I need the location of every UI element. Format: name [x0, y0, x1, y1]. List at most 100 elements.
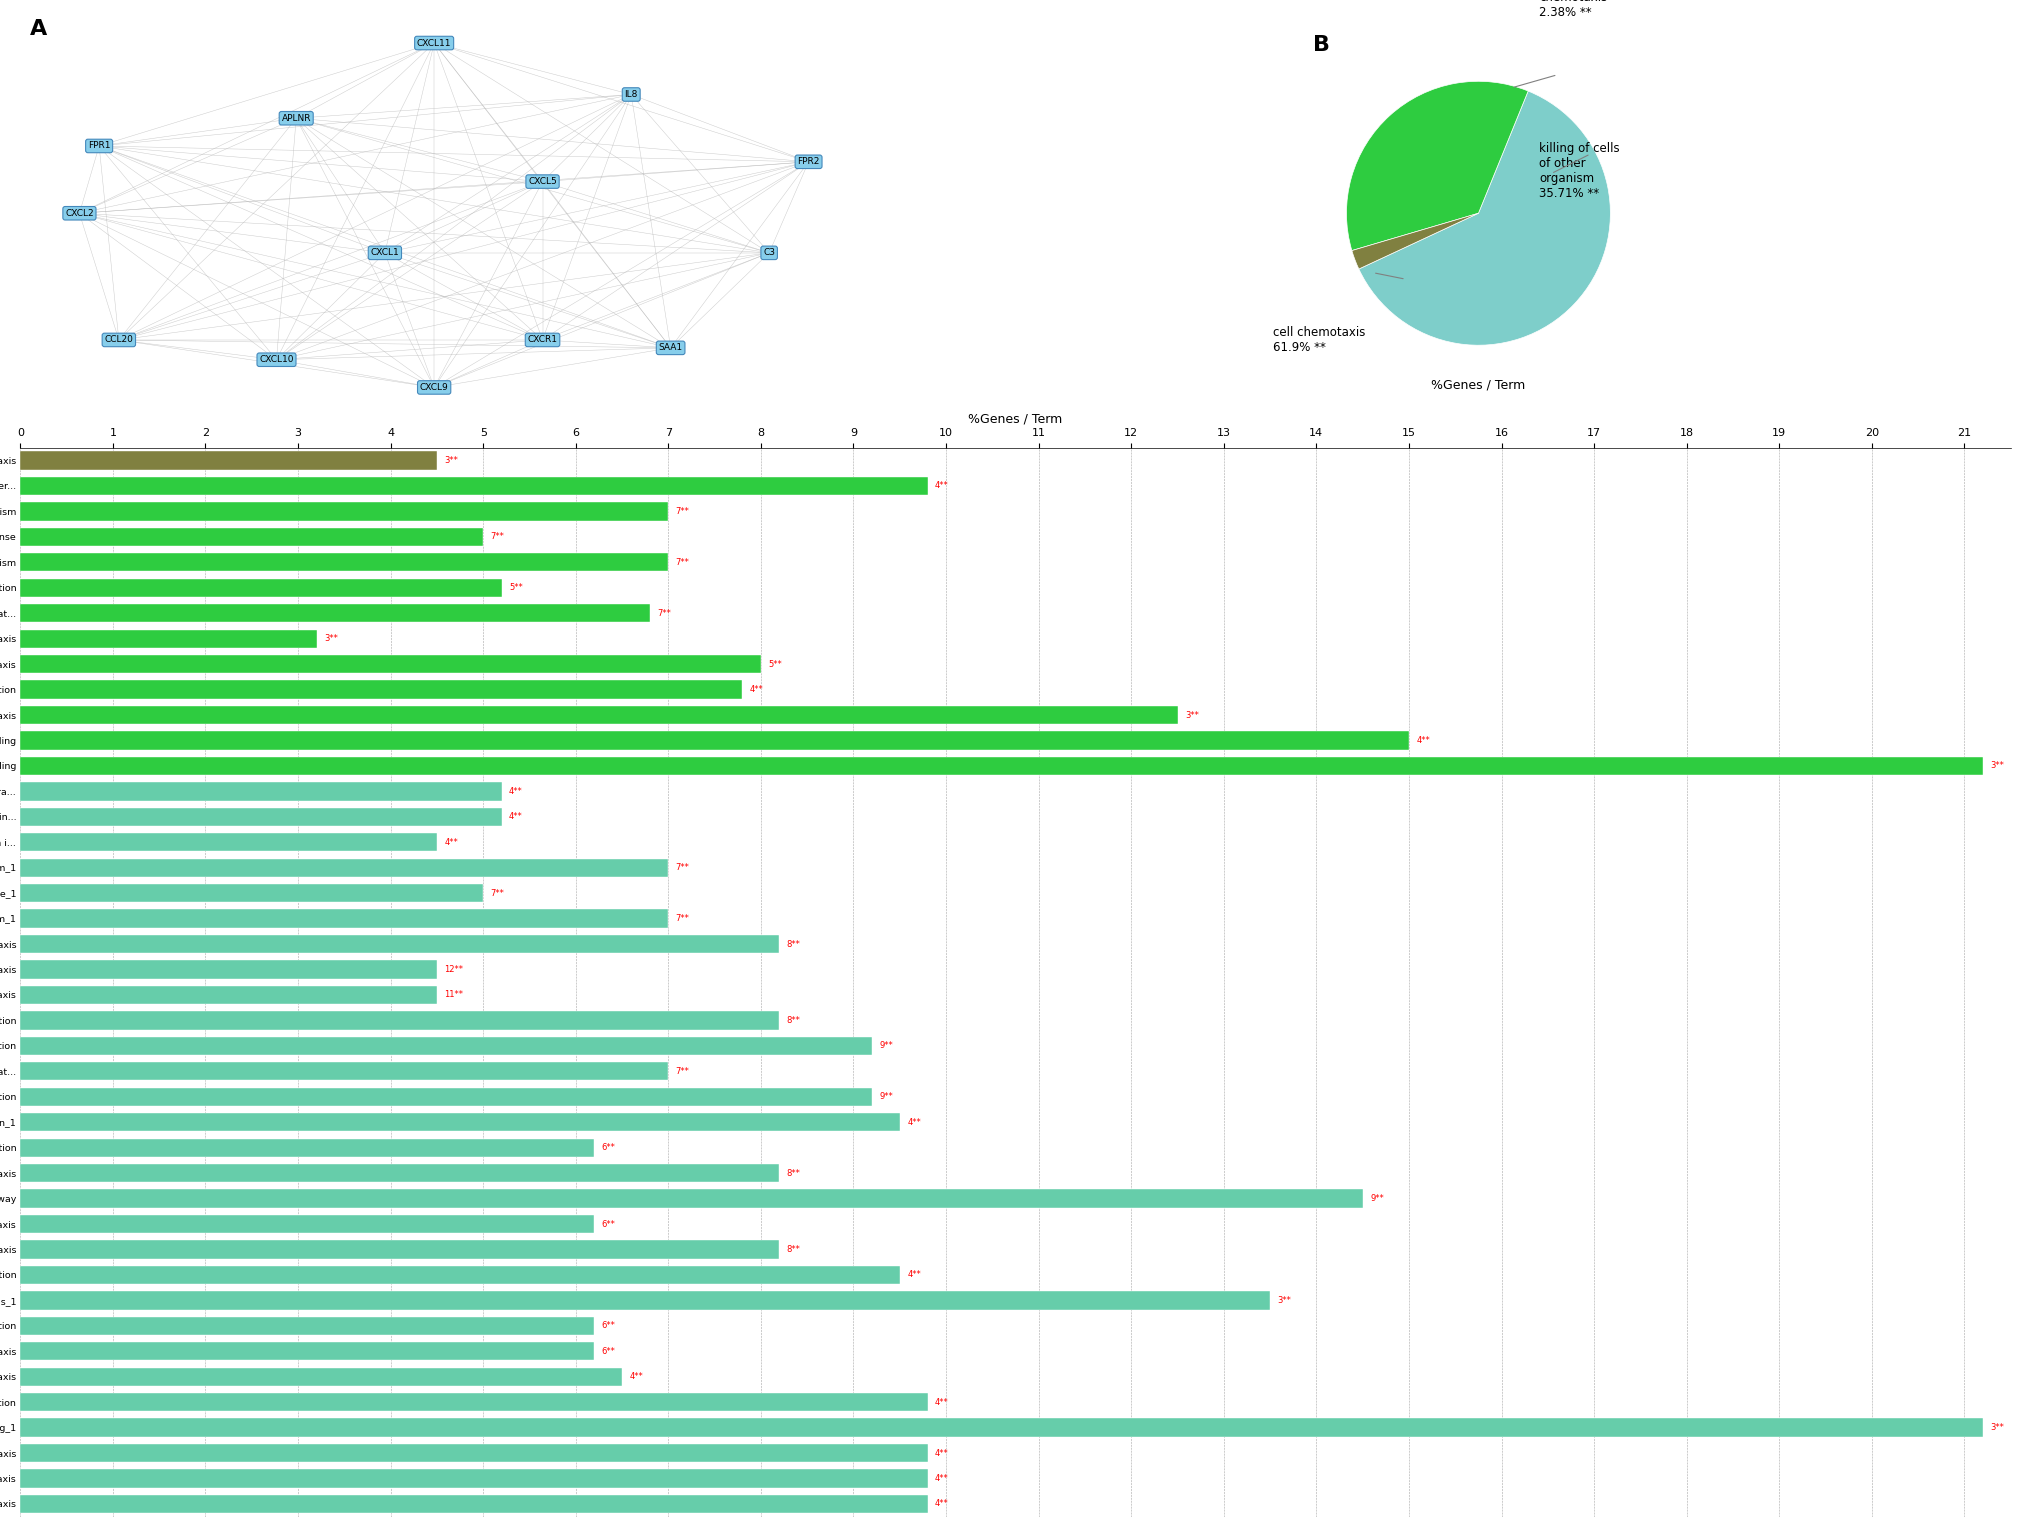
Text: 7**: 7** [658, 608, 670, 617]
Bar [20, 1189, 1362, 1207]
Text: CXCL9: CXCL9 [420, 383, 449, 392]
Text: CXCL1: CXCL1 [369, 248, 400, 257]
Text: 8**: 8** [786, 1169, 800, 1178]
Text: 12**: 12** [445, 965, 463, 974]
Bar [20, 833, 436, 852]
Bar [20, 1495, 928, 1514]
Text: 8**: 8** [786, 1246, 800, 1255]
Text: 3**: 3** [1989, 1423, 2004, 1432]
Text: FPR2: FPR2 [798, 158, 820, 167]
Bar [20, 961, 436, 979]
Text: cell chemotaxis
61.9% **: cell chemotaxis 61.9% ** [1273, 326, 1364, 354]
Bar [20, 783, 501, 801]
Bar [20, 1316, 595, 1334]
Text: 6**: 6** [601, 1347, 615, 1356]
Bar [20, 807, 501, 826]
Text: 4**: 4** [629, 1373, 644, 1382]
Text: CXCL2: CXCL2 [65, 208, 93, 218]
Bar [20, 630, 317, 648]
Wedge shape [1352, 213, 1478, 270]
Bar [20, 476, 928, 495]
Text: 11**: 11** [445, 991, 463, 999]
Bar [20, 1443, 928, 1462]
Text: CXCL10: CXCL10 [260, 355, 294, 365]
X-axis label: %Genes / Term: %Genes / Term [968, 412, 1062, 426]
Text: 4**: 4** [445, 838, 459, 847]
Text: CXCR1: CXCR1 [528, 336, 558, 345]
Text: 6**: 6** [601, 1143, 615, 1152]
Text: 9**: 9** [879, 1042, 893, 1051]
Text: 8**: 8** [786, 1016, 800, 1025]
Bar [20, 1393, 928, 1411]
Bar [20, 1469, 928, 1488]
Bar [20, 706, 1177, 725]
Text: 4**: 4** [510, 787, 522, 797]
Text: 7**: 7** [676, 1066, 690, 1075]
Bar [20, 1164, 780, 1183]
Bar [20, 1215, 595, 1233]
Text: 4**: 4** [934, 1474, 948, 1483]
Text: %Genes / Term: %Genes / Term [1431, 378, 1525, 391]
Text: CXCL11: CXCL11 [416, 38, 451, 47]
Bar [20, 1088, 871, 1106]
Bar [20, 527, 483, 545]
Text: FPR1: FPR1 [87, 141, 110, 150]
Text: 3**: 3** [1989, 761, 2004, 771]
Bar [20, 858, 668, 876]
Text: 4**: 4** [907, 1118, 920, 1126]
Text: 4**: 4** [934, 1449, 948, 1457]
Text: 9**: 9** [879, 1092, 893, 1102]
Text: 4**: 4** [510, 812, 522, 821]
Text: CXCL5: CXCL5 [528, 178, 556, 185]
Bar [20, 1037, 871, 1056]
Text: APLNR: APLNR [282, 113, 311, 123]
Bar [20, 1241, 780, 1259]
Bar [20, 1419, 1981, 1437]
Bar [20, 1368, 621, 1386]
Text: 4**: 4** [934, 1500, 948, 1509]
Text: 9**: 9** [1370, 1193, 1382, 1203]
Text: 7**: 7** [676, 558, 690, 567]
Bar [20, 452, 436, 470]
Bar [20, 757, 1981, 775]
Bar [20, 579, 501, 597]
Text: 4**: 4** [749, 685, 763, 694]
Text: positive
chemotaxis
2.38% **: positive chemotaxis 2.38% ** [1539, 0, 1606, 18]
Text: 7**: 7** [491, 889, 503, 898]
Text: 7**: 7** [676, 863, 690, 872]
Bar [20, 1011, 780, 1030]
Text: 3**: 3** [445, 457, 459, 466]
Bar [20, 1342, 595, 1360]
Bar [20, 680, 743, 699]
Bar [20, 935, 780, 953]
Bar [20, 656, 761, 673]
Text: CCL20: CCL20 [104, 336, 134, 345]
Text: 7**: 7** [491, 533, 503, 541]
Bar [20, 553, 668, 571]
Wedge shape [1346, 81, 1527, 251]
Text: 5**: 5** [510, 584, 522, 593]
Bar [20, 604, 650, 622]
Text: 5**: 5** [767, 660, 782, 668]
Text: 6**: 6** [601, 1321, 615, 1330]
Bar [20, 884, 483, 902]
Text: 6**: 6** [601, 1219, 615, 1229]
Text: killing of cells
of other
organism
35.71% **: killing of cells of other organism 35.71… [1539, 142, 1620, 201]
Bar [20, 502, 668, 521]
Text: 3**: 3** [1277, 1296, 1291, 1305]
Text: A: A [30, 20, 47, 40]
Text: 4**: 4** [934, 481, 948, 490]
Text: 8**: 8** [786, 939, 800, 948]
Text: SAA1: SAA1 [658, 343, 682, 352]
Bar [20, 1138, 595, 1157]
Text: 7**: 7** [676, 915, 690, 924]
Text: 4**: 4** [907, 1270, 920, 1279]
Wedge shape [1358, 90, 1610, 345]
Text: IL8: IL8 [623, 90, 637, 100]
Text: 4**: 4** [1415, 735, 1429, 745]
Bar [20, 1265, 899, 1284]
Text: B: B [1313, 35, 1330, 55]
Bar [20, 1062, 668, 1080]
Bar [20, 910, 668, 928]
Bar [20, 985, 436, 1003]
